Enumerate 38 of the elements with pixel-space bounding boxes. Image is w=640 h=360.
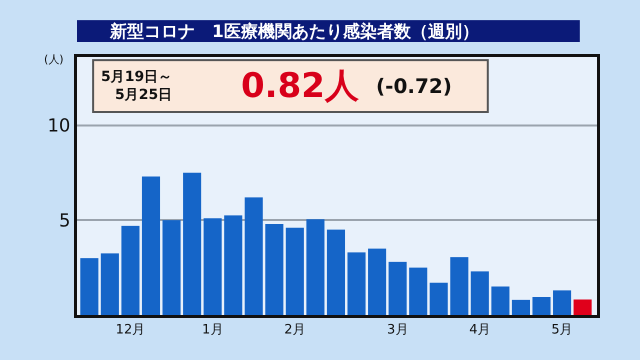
bar [470,271,489,315]
bar [204,218,222,315]
bar [409,268,428,315]
bar [162,220,181,315]
bar [368,248,386,315]
bar [224,215,242,315]
bar [80,258,98,315]
annotation: 5月19日～ 5月25日 [101,69,172,104]
bar [286,228,304,315]
bar [121,226,140,315]
x-tick-label: 3月 [386,322,408,338]
annotation: (-0.72) [376,74,452,98]
bar [347,252,366,315]
bar [491,286,510,315]
x-tick-label: 2月 [284,322,306,338]
chart-title: 新型コロナ 1医療機関あたり感染者数（週別） [108,22,479,42]
y-tick-label: 5 [58,210,70,232]
bar [512,300,530,315]
bar [183,172,202,315]
y-tick-label: 10 [47,116,70,137]
bar [388,262,407,315]
bar [532,296,551,315]
x-tick-label: 12月 [116,322,146,338]
x-tick-label: 5月 [551,322,573,338]
bar [100,253,119,315]
annotation: 0.82人 [241,66,360,106]
x-tick-label: 1月 [202,322,224,338]
bar [142,176,160,315]
x-tick-label: 4月 [469,322,490,338]
bar [306,219,324,315]
bar [265,224,284,315]
bar [244,197,263,315]
bar [553,290,572,315]
bar [430,282,448,315]
bar [450,257,468,315]
y-axis-title: (人) [44,53,64,66]
bar [574,299,592,315]
bar [326,230,346,315]
